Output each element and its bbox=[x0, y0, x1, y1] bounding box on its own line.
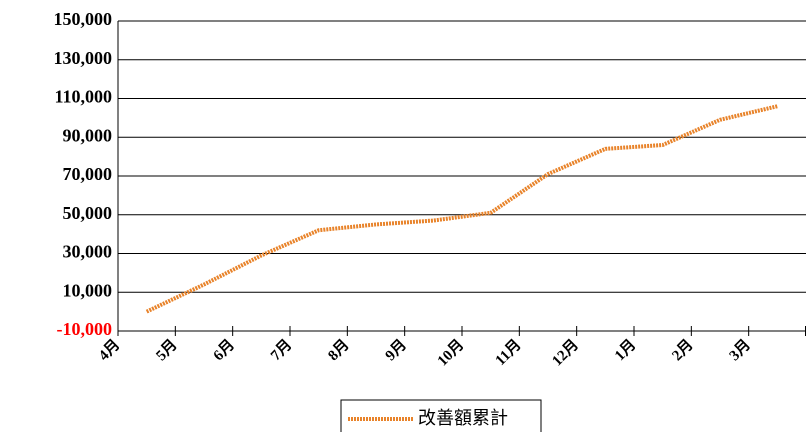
x-tick-label: 5月 bbox=[153, 336, 181, 364]
line-series bbox=[145, 104, 778, 314]
y-tick-label: 130,000 bbox=[54, 48, 113, 68]
x-tick-label: 11月 bbox=[492, 336, 525, 369]
x-tick-label: 1月 bbox=[611, 336, 639, 364]
x-tick-label: 10月 bbox=[434, 336, 467, 369]
y-tick-label: 30,000 bbox=[63, 242, 113, 262]
x-tick-label: 7月 bbox=[267, 336, 295, 364]
y-tick-label: 90,000 bbox=[63, 125, 113, 145]
y-tick-label: 150,000 bbox=[54, 9, 113, 29]
y-tick-label: 110,000 bbox=[54, 87, 112, 107]
legend-box bbox=[340, 399, 542, 432]
x-tick-label: 3月 bbox=[726, 336, 754, 364]
x-tick-label: 8月 bbox=[325, 336, 353, 364]
x-tick-label: 9月 bbox=[382, 336, 410, 364]
x-tick-label: 12月 bbox=[549, 336, 582, 369]
x-tick-label: 2月 bbox=[669, 336, 697, 364]
x-tick-label: 6月 bbox=[210, 336, 238, 364]
legend-label: 改善額累計 bbox=[418, 408, 508, 429]
y-tick-label: 50,000 bbox=[63, 203, 113, 223]
y-tick-label: 10,000 bbox=[63, 280, 113, 300]
y-tick-label: 70,000 bbox=[63, 164, 113, 184]
x-tick-label: 4月 bbox=[95, 336, 123, 364]
y-tick-label: -10,000 bbox=[57, 319, 113, 339]
